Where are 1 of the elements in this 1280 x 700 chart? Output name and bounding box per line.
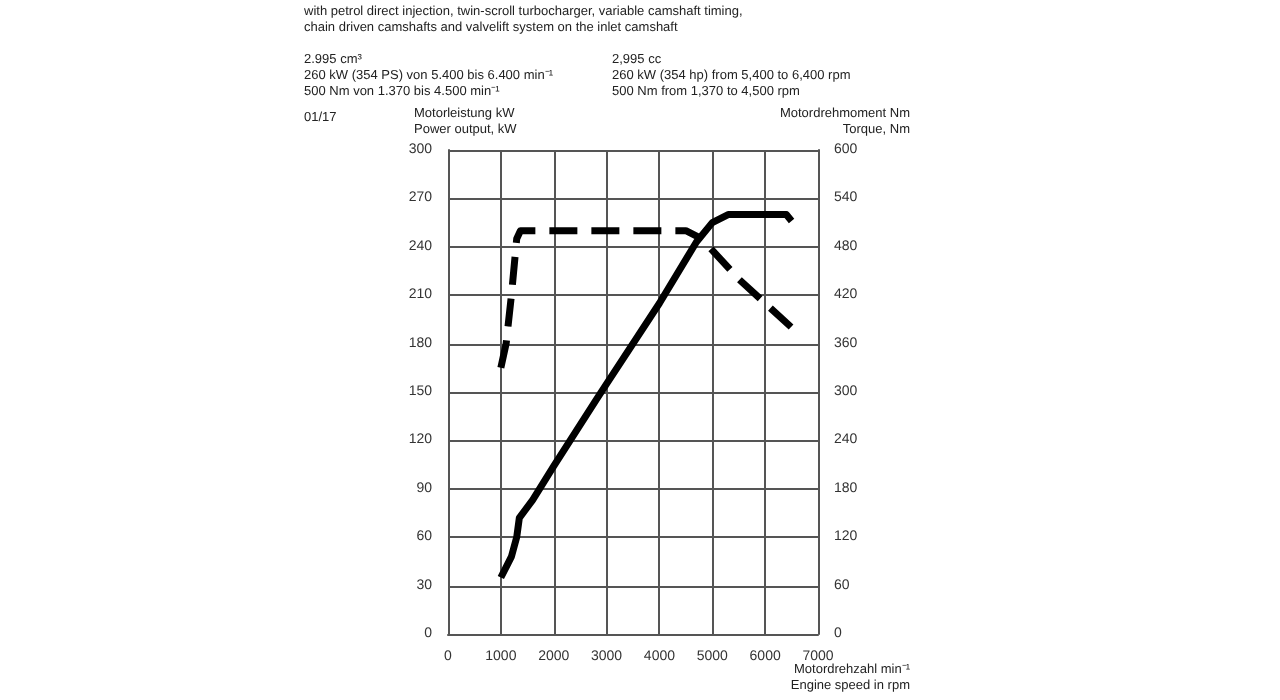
line-series [497, 211, 796, 582]
